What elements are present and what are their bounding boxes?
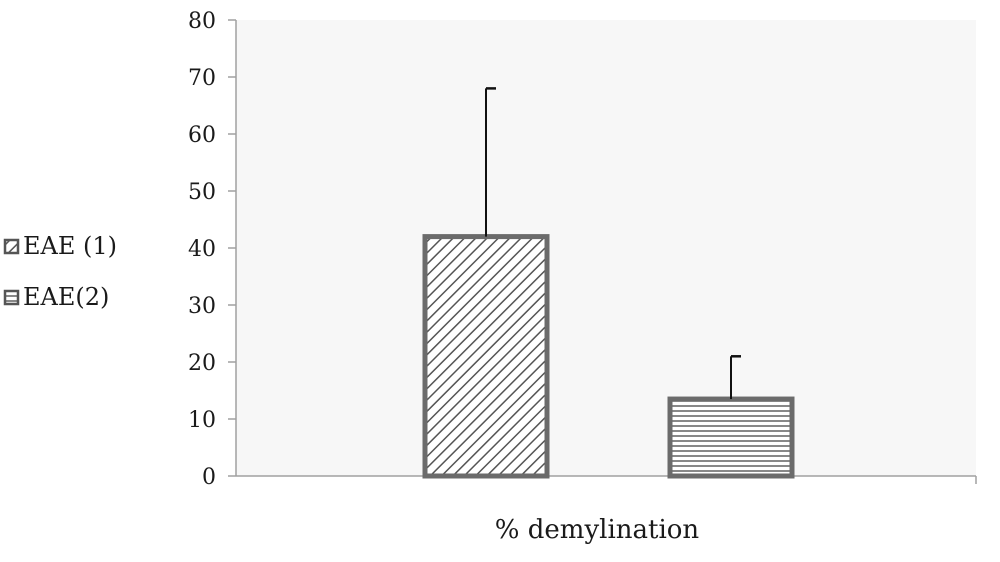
plot-area <box>236 20 976 476</box>
y-tick-label: 0 <box>202 465 216 490</box>
legend-swatch-2 <box>3 289 20 306</box>
y-tick-label: 70 <box>188 66 216 91</box>
x-axis-label: % demylination <box>495 515 700 545</box>
y-tick-label: 10 <box>188 408 216 433</box>
bar-1 <box>422 234 550 479</box>
y-tick-label: 40 <box>188 237 216 262</box>
y-tick-label: 80 <box>188 9 216 34</box>
y-axis-ticks: 0 10 20 30 40 50 60 70 80 <box>188 9 236 490</box>
legend-label-1: EAE (1) <box>23 232 117 260</box>
legend-swatch-1 <box>3 238 20 255</box>
legend: EAE (1) EAE(2) <box>3 232 117 311</box>
legend-label-2: EAE(2) <box>23 283 109 311</box>
y-tick-label: 50 <box>188 180 216 205</box>
y-tick-label: 30 <box>188 294 216 319</box>
y-tick-label: 20 <box>188 351 216 376</box>
bars <box>422 87 795 479</box>
bar-2 <box>667 396 795 479</box>
y-tick-label: 60 <box>188 123 216 148</box>
